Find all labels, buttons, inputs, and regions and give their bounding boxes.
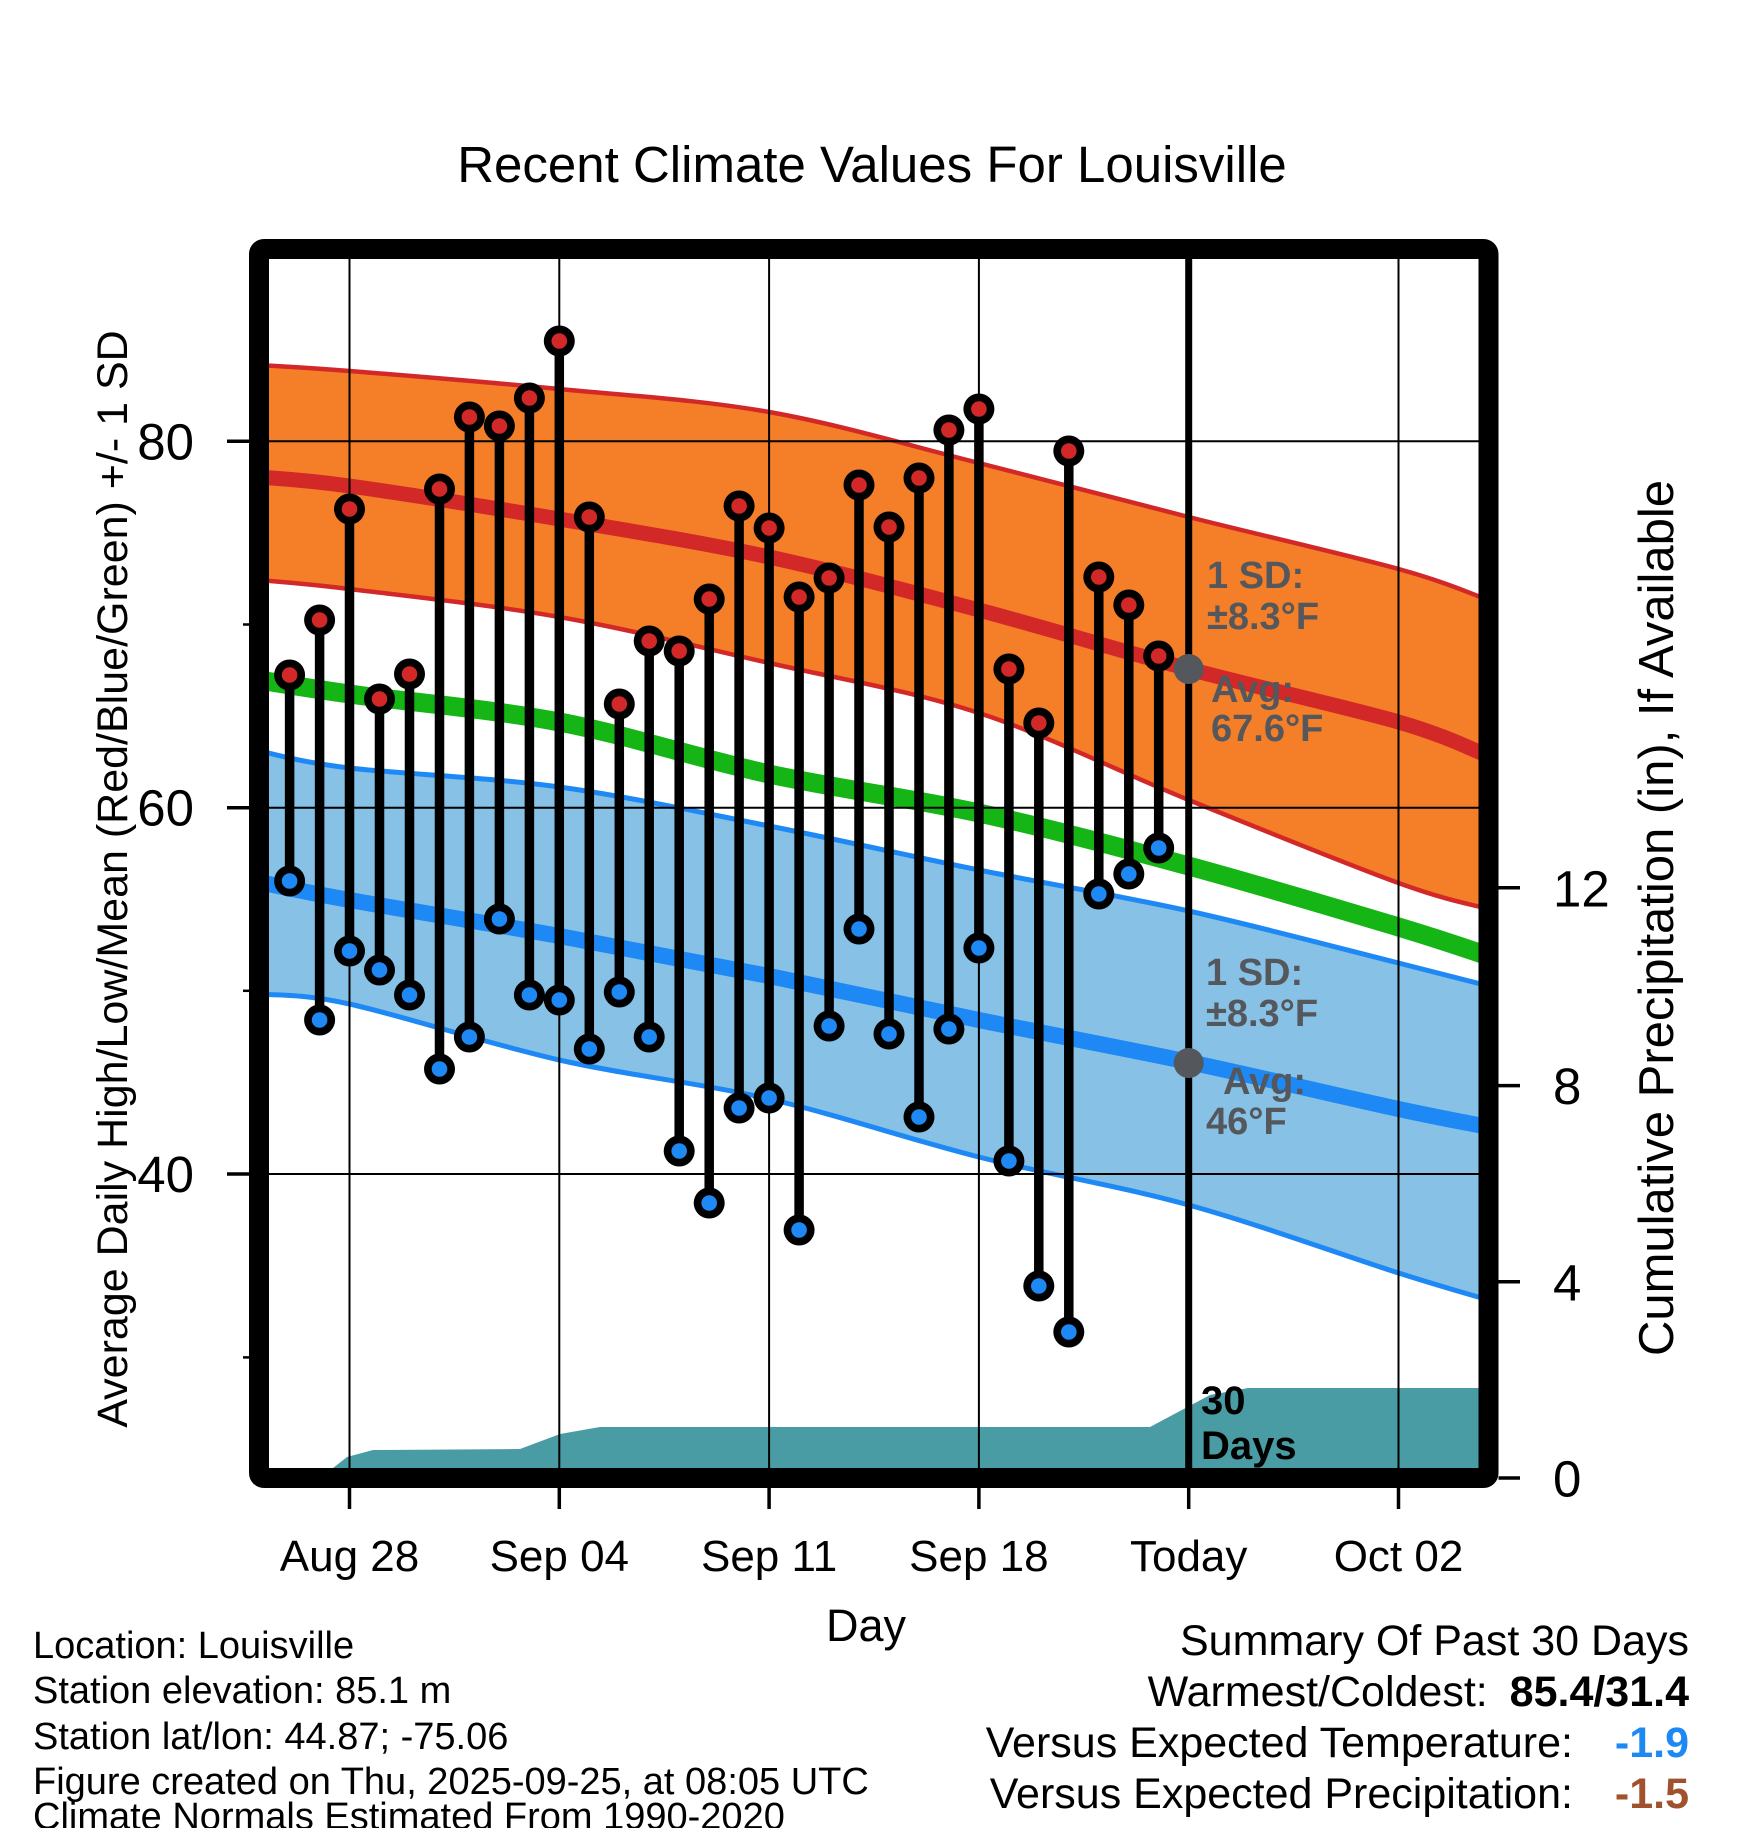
svg-text:Versus Expected Temperature: -: Versus Expected Temperature: -1.9 [986, 1719, 1689, 1767]
svg-text:Station elevation: 85.1 m: Station elevation: 85.1 m [33, 1670, 451, 1712]
svg-text:Cumulative Precipitation (in),: Cumulative Precipitation (in), If Availa… [1630, 480, 1684, 1356]
svg-text:30: 30 [1201, 1379, 1246, 1423]
svg-text:Avg:: Avg: [1223, 1061, 1306, 1103]
svg-text:Climate Normals Estimated From: Climate Normals Estimated From 1990-2020 [33, 1796, 785, 1828]
svg-text:67.6°F: 67.6°F [1211, 708, 1323, 750]
svg-text:1 SD:: 1 SD: [1207, 555, 1304, 597]
svg-text:12: 12 [1553, 860, 1610, 917]
svg-text:60: 60 [137, 780, 194, 837]
svg-text:Versus Expected Precipitation:: Versus Expected Precipitation: -1.5 [990, 1770, 1689, 1818]
svg-text:Warmest/Coldest: 85.4/31.4: Warmest/Coldest: 85.4/31.4 [1148, 1668, 1689, 1716]
svg-text:0: 0 [1553, 1451, 1581, 1508]
svg-text:±8.3°F: ±8.3°F [1207, 596, 1319, 638]
svg-text:Average Daily High/Low/Mean (R: Average Daily High/Low/Mean (Red/Blue/Gr… [89, 330, 137, 1427]
svg-text:46°F: 46°F [1206, 1101, 1287, 1143]
svg-text:Day: Day [826, 1600, 907, 1651]
svg-text:±8.3°F: ±8.3°F [1206, 993, 1318, 1035]
svg-text:Summary Of Past 30 Days: Summary Of Past 30 Days [1180, 1617, 1689, 1665]
svg-text:1 SD:: 1 SD: [1206, 952, 1303, 994]
svg-text:Today: Today [1130, 1532, 1247, 1581]
svg-text:Sep 11: Sep 11 [701, 1532, 837, 1581]
svg-text:Days: Days [1201, 1424, 1297, 1468]
svg-text:4: 4 [1553, 1254, 1581, 1311]
svg-text:Location: Louisville: Location: Louisville [33, 1625, 354, 1667]
svg-text:80: 80 [137, 413, 194, 470]
svg-text:Sep 04: Sep 04 [490, 1532, 629, 1581]
svg-text:8: 8 [1553, 1058, 1581, 1115]
svg-text:Avg:: Avg: [1211, 669, 1294, 711]
svg-text:Recent Climate Values For Loui: Recent Climate Values For Louisville [457, 136, 1287, 193]
svg-text:Figure created on Thu, 2025-09: Figure created on Thu, 2025-09-25, at 08… [33, 1761, 869, 1803]
svg-text:Sep 18: Sep 18 [909, 1532, 1048, 1581]
svg-text:Station lat/lon: 44.87; -75.06: Station lat/lon: 44.87; -75.06 [33, 1716, 508, 1758]
svg-text:Oct 02: Oct 02 [1334, 1532, 1464, 1581]
svg-text:40: 40 [137, 1146, 194, 1203]
svg-text:Aug 28: Aug 28 [280, 1532, 419, 1581]
